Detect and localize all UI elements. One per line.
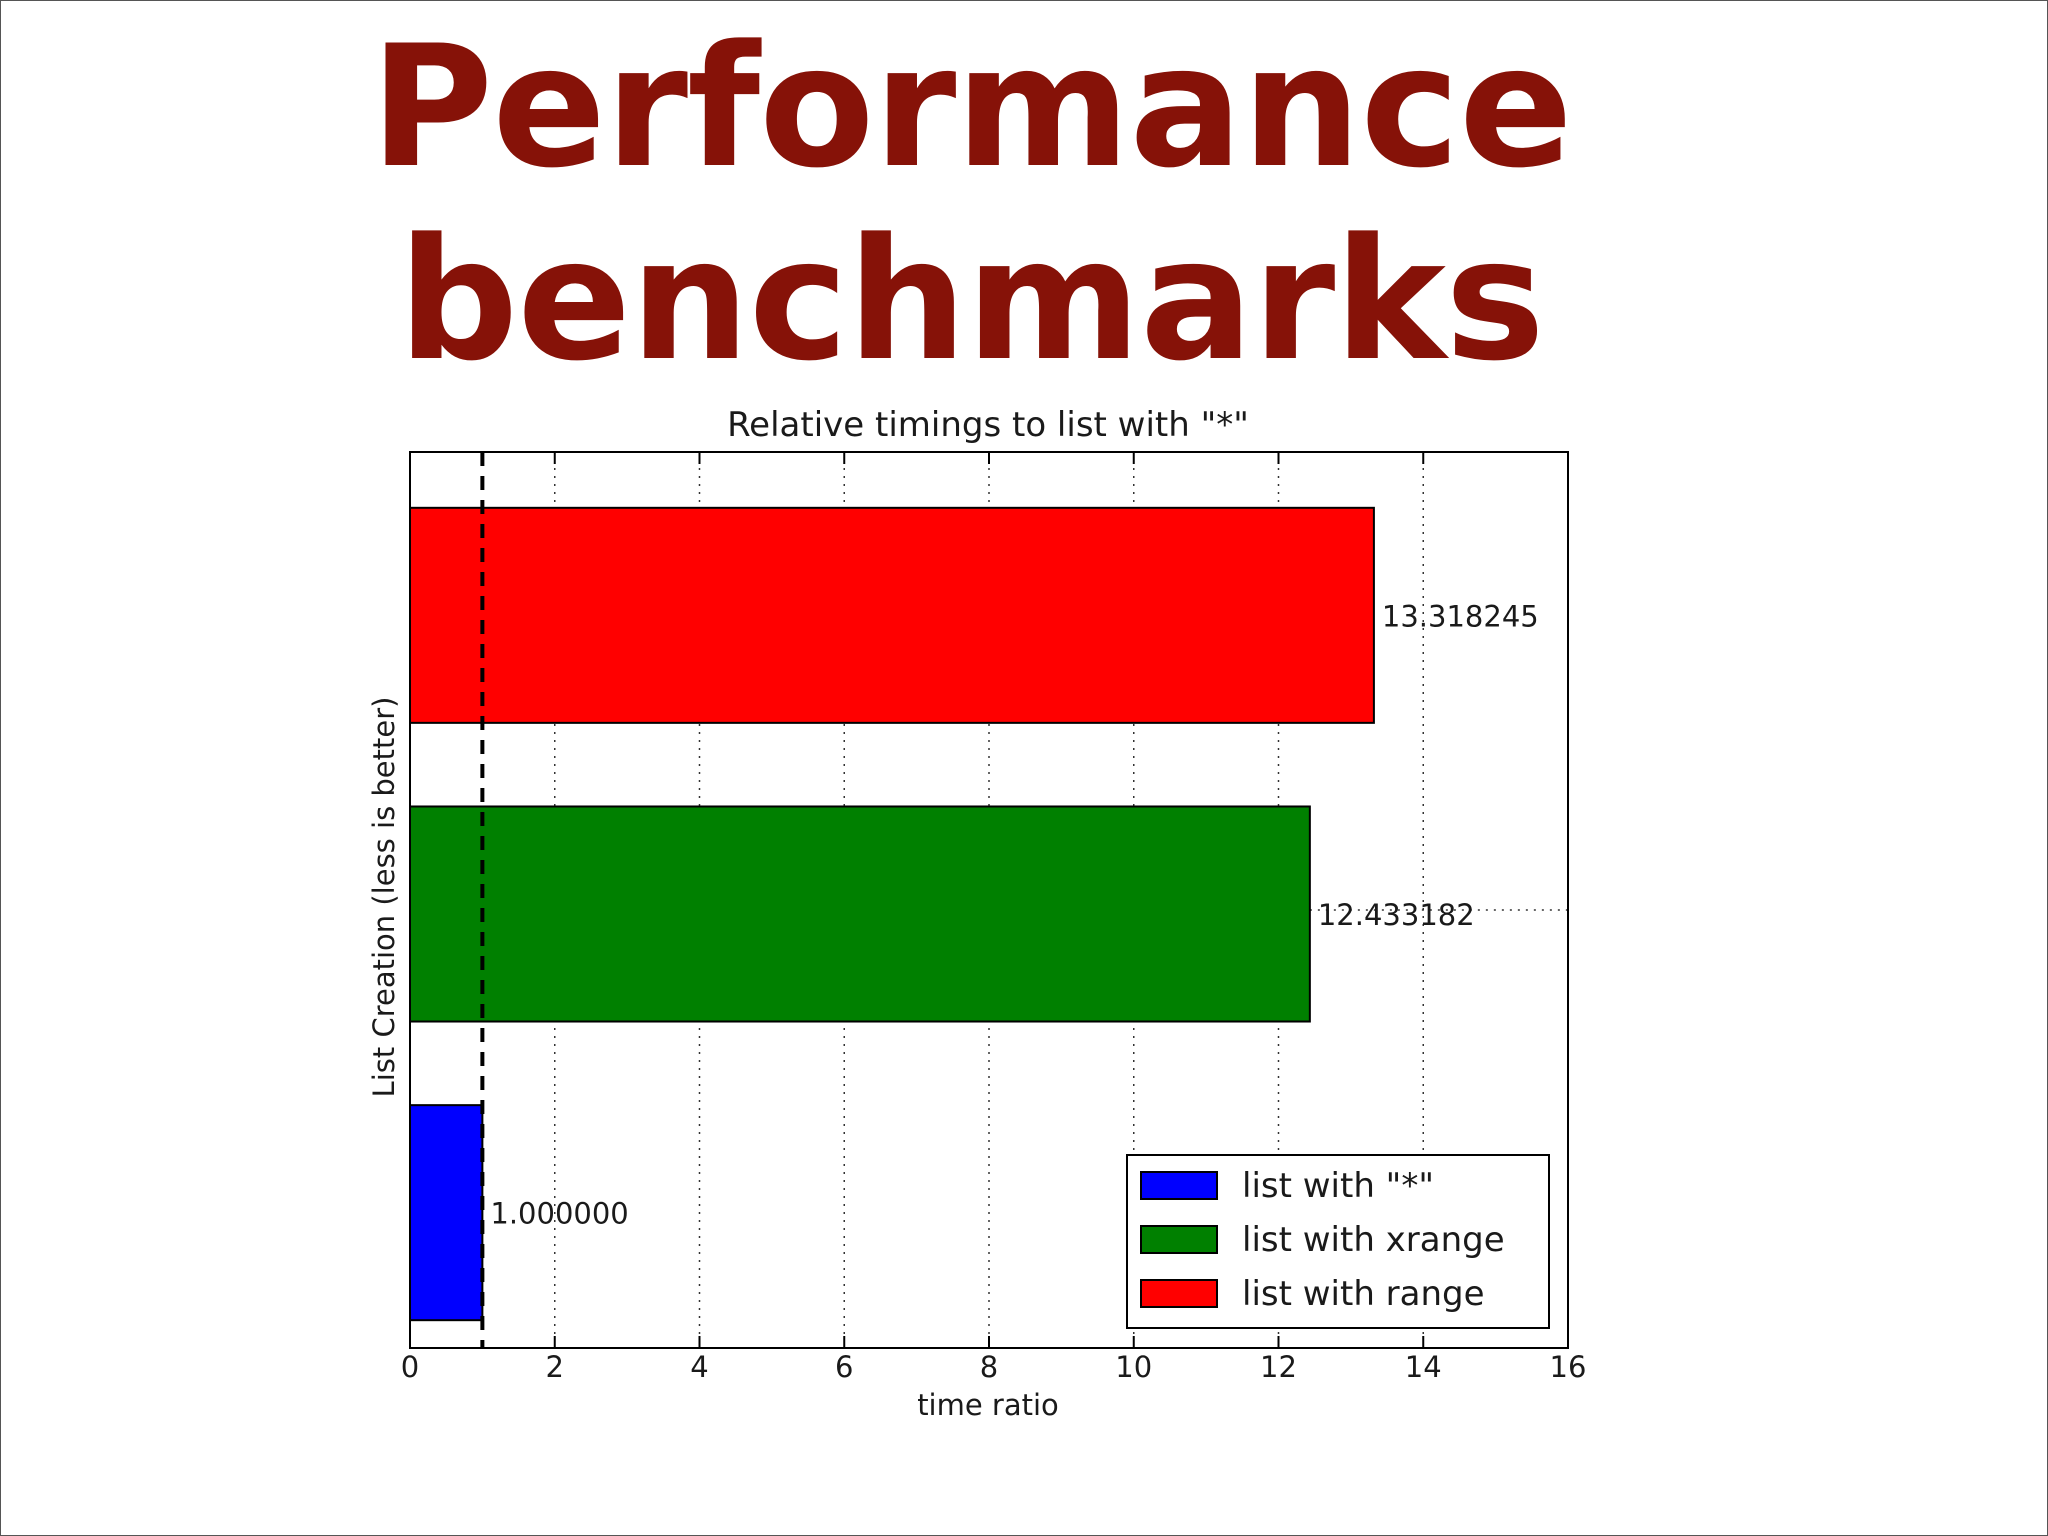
legend-swatch <box>1140 1171 1218 1200</box>
chart-title: Relative timings to list with "*" <box>727 405 1249 445</box>
x-tick-label: 0 <box>401 1350 419 1384</box>
x-tick-label: 16 <box>1550 1350 1587 1384</box>
y-axis-label: List Creation (less is better) <box>367 697 401 1098</box>
slide-title-line-2: benchmarks <box>398 202 1545 398</box>
bar <box>409 1104 484 1322</box>
x-tick-label: 2 <box>546 1350 564 1384</box>
x-tick-label: 10 <box>1115 1350 1152 1384</box>
legend-entry-label: list with range <box>1242 1274 1485 1314</box>
bars-layer <box>409 506 1375 1322</box>
legend-entry-label: list with "*" <box>1242 1166 1434 1206</box>
x-tick-label: 8 <box>980 1350 998 1384</box>
x-axis-label: time ratio <box>917 1388 1059 1422</box>
x-tick-label: 14 <box>1405 1350 1442 1384</box>
x-tick-label: 4 <box>690 1350 708 1384</box>
legend-entry-label: list with xrange <box>1242 1220 1505 1260</box>
bar-value-label: 13.318245 <box>1382 599 1539 633</box>
x-tick-label: 6 <box>835 1350 853 1384</box>
legend-swatch <box>1140 1225 1218 1254</box>
x-tick-label: 12 <box>1260 1350 1297 1384</box>
bar <box>409 506 1375 724</box>
bar-value-label: 12.433182 <box>1318 898 1475 932</box>
value-labels-layer: 1.000000 12.433182 13.318245 <box>490 599 1538 1230</box>
legend-swatch <box>1140 1279 1218 1308</box>
legend: list with "*" list with xrange list with r… <box>1126 1154 1550 1329</box>
slide-title-line-1: Performance <box>370 9 1573 205</box>
bar-value-label: 1.000000 <box>490 1197 628 1231</box>
bar <box>409 805 1311 1023</box>
x-ticks-layer: 0 2 4 6 8 10 12 14 16 <box>401 452 1587 1384</box>
